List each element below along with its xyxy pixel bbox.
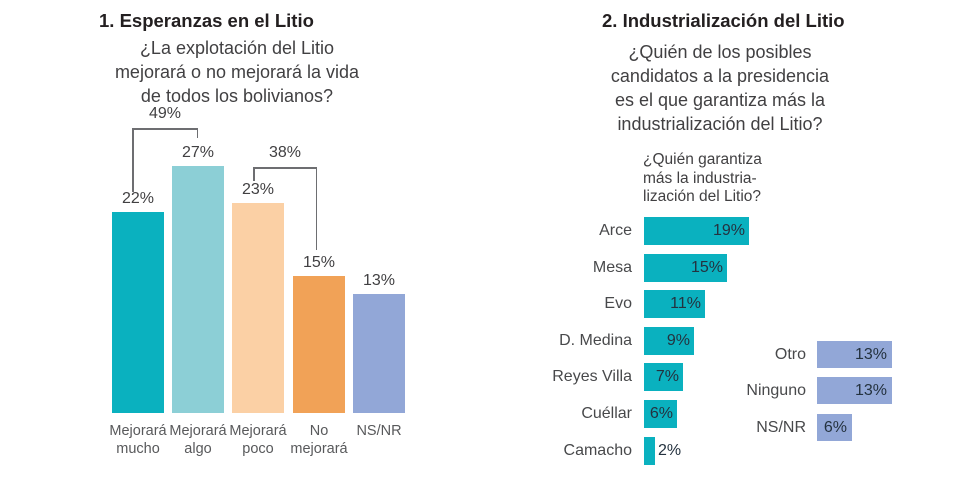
chart1-value-label: 15% [302, 254, 336, 271]
chart1-bracket-line [132, 128, 198, 130]
chart2-candidate-label: Cuéllar [581, 405, 632, 422]
chart2-subtitle: ¿Quién garantiza más la industria- lizac… [643, 151, 762, 205]
chart1-bracket-right-leg [196, 128, 198, 138]
chart1-bracket-right-leg [315, 167, 317, 250]
chart2-candidate-label: D. Medina [559, 332, 632, 349]
chart1-question: ¿La explotación del Litio mejorará o no … [114, 38, 360, 106]
chart1-category-label: Mejorará algo [169, 423, 227, 457]
chart1-value-label: 22% [121, 190, 155, 207]
chart2-bar [644, 327, 694, 355]
chart2-value-label: 9% [666, 332, 690, 349]
chart2-bar [644, 217, 749, 245]
chart1-value-label: 23% [241, 181, 275, 198]
chart2-value-label: 7% [655, 368, 679, 385]
chart2-other-label: NS/NR [756, 419, 806, 436]
chart2-candidate-label: Camacho [563, 442, 632, 459]
chart2-candidate-label: Reyes Villa [552, 368, 632, 385]
chart2-other-value-label: 6% [823, 419, 847, 436]
chart1-bracket-left-leg [253, 167, 255, 181]
chart2-value-label: 19% [712, 222, 745, 239]
chart1-bracket-line [253, 167, 317, 169]
chart1-value-label: 27% [181, 144, 215, 161]
chart1-bracket-label: 38% [268, 144, 302, 161]
chart1-bar [353, 294, 405, 413]
chart2-other-bar [817, 341, 892, 368]
chart2-other-value-label: 13% [854, 346, 887, 363]
chart2-title: 2. Industrialización del Litio [602, 10, 845, 31]
chart2-bar [644, 254, 727, 282]
chart2-value-label: 11% [670, 295, 701, 312]
chart1-category-label: NS/NR [356, 423, 402, 439]
chart1-category-label: Mejorará mucho [109, 423, 167, 457]
chart1-category-label: Mejorará poco [229, 423, 287, 457]
chart2-candidate-label: Evo [604, 295, 632, 312]
chart2-other-bar [817, 377, 892, 404]
chart1-bracket-label: 49% [148, 105, 182, 122]
chart2-bar [644, 437, 655, 465]
chart2-bar [644, 400, 677, 428]
chart2-bar [644, 363, 683, 391]
chart2-other-label: Otro [774, 346, 806, 363]
chart1-bracket-left-leg [132, 128, 134, 192]
chart1-bar [293, 276, 345, 413]
chart1-bar [232, 203, 284, 413]
chart1-value-label: 13% [362, 272, 396, 289]
chart2-other-value-label: 13% [854, 382, 887, 399]
chart2-question: ¿Quién de los posibles candidatos a la p… [610, 42, 830, 134]
chart2-other-label: Ninguno [746, 382, 806, 399]
chart2-value-label: 6% [649, 405, 673, 422]
chart1-category-label: No mejorará [290, 423, 348, 457]
chart2-value-label: 2% [658, 442, 682, 459]
chart2-bar [644, 290, 705, 318]
chart1-bar [172, 166, 224, 413]
chart1-bar [112, 212, 164, 413]
chart2-candidate-label: Mesa [592, 259, 632, 276]
chart2-value-label: 15% [690, 259, 723, 276]
chart2-other-bar [817, 414, 852, 441]
chart1-title: 1. Esperanzas en el Litio [99, 10, 314, 31]
chart2-candidate-label: Arce [599, 222, 632, 239]
